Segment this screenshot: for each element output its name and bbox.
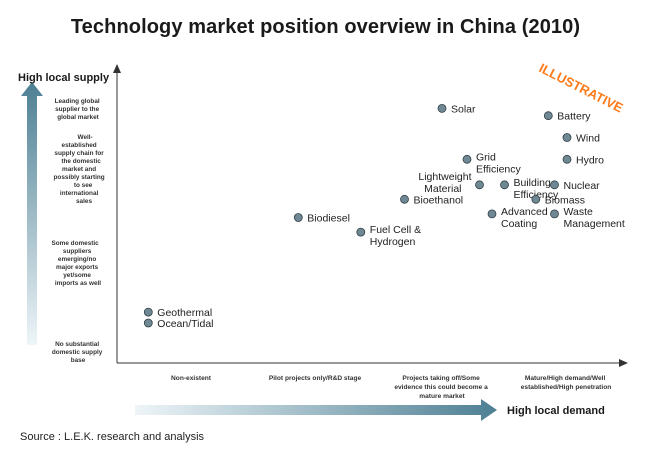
data-point — [462, 154, 472, 164]
data-point-label: Advanced Coating — [501, 206, 548, 230]
data-point-label: Battery — [557, 111, 591, 123]
data-point — [550, 180, 559, 190]
data-point — [143, 318, 153, 328]
y-tick-label: Well- established supply chain for the d… — [54, 134, 107, 205]
data-point — [293, 213, 303, 222]
x-tick-labels: Non-existent Pilot projects only/R&D sta… — [171, 375, 611, 400]
data-point — [550, 209, 559, 219]
data-point — [356, 227, 366, 237]
data-point — [500, 180, 509, 190]
supply-gradient-arrow — [21, 82, 43, 345]
data-point-label: Bioethanol — [414, 194, 464, 206]
data-point — [143, 307, 153, 317]
data-point — [543, 111, 553, 121]
data-point-label: Biomass — [545, 194, 585, 206]
data-point-label: Hydro — [576, 154, 604, 166]
data-point-label: Fuel Cell & Hydrogen — [370, 224, 421, 248]
illustrative-stamp: ILLUSTRATIVE — [537, 60, 626, 115]
data-point-label: Geothermal — [157, 307, 212, 319]
data-point-label: Biodiesel — [307, 213, 350, 225]
data-point-label: Building Efficiency — [514, 177, 559, 201]
data-point-label: Grid Efficiency — [476, 151, 521, 175]
data-point — [531, 194, 541, 204]
x-tick-label: Projects taking off/Some evidence this c… — [394, 375, 489, 400]
x-axis-arrowhead — [619, 359, 628, 367]
demand-gradient-arrow — [135, 399, 497, 421]
data-point-label: Nuclear — [564, 180, 601, 192]
y-tick-label: Some domestic suppliers emerging/no majo… — [51, 240, 101, 287]
y-axis-title: High local supply — [18, 72, 110, 84]
chart-title: Technology market position overview in C… — [70, 16, 581, 38]
x-tick-label: Mature/High demand/Well established/High… — [521, 375, 612, 391]
y-tick-labels: Leading global supplier to the global ma… — [51, 98, 107, 364]
data-point — [562, 154, 572, 164]
data-point — [562, 133, 572, 142]
data-point-label: Waste Management — [564, 206, 625, 230]
x-axis-title: High local demand — [507, 405, 605, 417]
data-point — [475, 180, 484, 190]
x-tick-label: Pilot projects only/R&D stage — [269, 375, 362, 382]
data-point — [437, 104, 447, 113]
data-point-label: Lightweight Material — [418, 171, 471, 195]
data-point — [400, 194, 409, 204]
y-tick-label: Leading global supplier to the global ma… — [55, 98, 102, 121]
data-points: Solar Battery Wind Grid Efficiency Hydro Light… — [143, 103, 625, 330]
x-tick-label: Non-existent — [171, 375, 212, 382]
source-note: Source : L.E.K. research and analysis — [20, 431, 205, 443]
data-point-label: Wind — [576, 133, 600, 145]
data-point-label: Ocean/Tidal — [157, 318, 213, 330]
y-tick-label: No substantial domestic supply base — [52, 341, 104, 364]
data-point-label: Solar — [451, 103, 476, 115]
data-point — [487, 209, 497, 219]
y-axis-arrowhead — [113, 64, 121, 73]
